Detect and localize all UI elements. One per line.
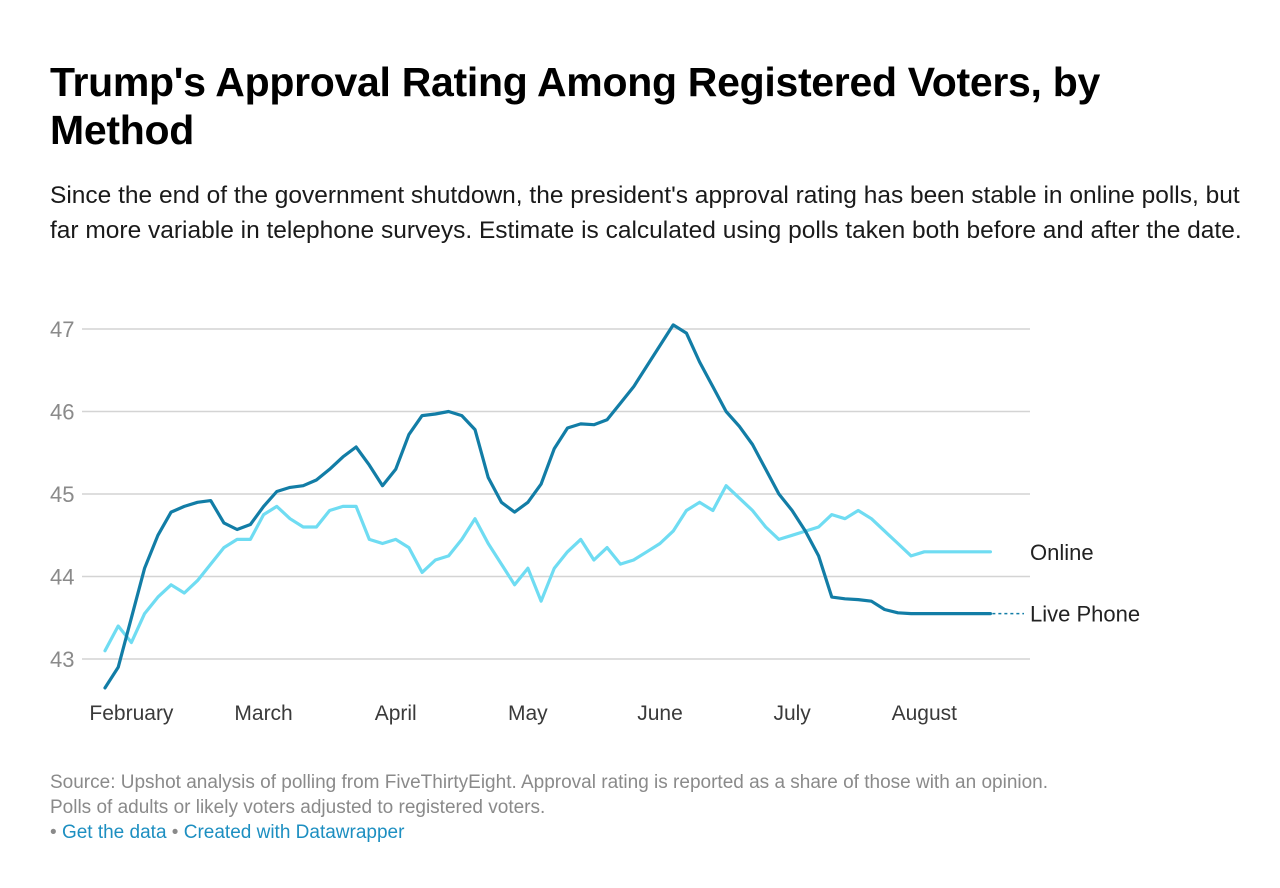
series-line-online: [103, 484, 992, 653]
y-axis-ticks: 43 44 45 46 47: [50, 317, 74, 672]
bullet-separator: •: [171, 822, 179, 843]
created-with-datawrapper-link[interactable]: Created with Datawrapper: [183, 822, 405, 843]
chart-title: Trump's Approval Rating Among Registered…: [50, 59, 1100, 153]
get-the-data-link[interactable]: Get the data: [61, 822, 167, 843]
series-labels: Live Phone Online: [992, 540, 1140, 627]
gridlines: [82, 328, 1030, 660]
x-tick-label: June: [637, 702, 683, 725]
series-line-live-phone: [103, 323, 992, 690]
x-tick-label: August: [892, 702, 958, 725]
source-note-line-2: Polls of adults or likely voters adjuste…: [50, 797, 546, 818]
y-tick-label: 44: [50, 565, 74, 590]
source-notes: Source: Upshot analysis of polling from …: [50, 770, 1250, 820]
y-tick-label: 45: [50, 482, 74, 507]
x-tick-label: July: [773, 702, 811, 725]
x-tick-label: May: [508, 702, 548, 725]
chart-subtitle: Since the end of the government shutdown…: [50, 182, 1242, 244]
bullet-separator: •: [50, 822, 57, 843]
x-tick-label: February: [89, 702, 174, 725]
source-note-line-1: Source: Upshot analysis of polling from …: [50, 772, 1049, 793]
series-lines: [103, 323, 992, 690]
x-tick-label: March: [234, 702, 292, 725]
x-axis-ticks: February March April May June July August: [89, 702, 957, 725]
y-tick-label: 46: [50, 400, 74, 425]
footer-links: • Get the data • Created with Datawrappe…: [50, 822, 404, 844]
y-tick-label: 47: [50, 317, 74, 342]
series-label-online: Online: [1030, 540, 1094, 565]
series-label-live-phone: Live Phone: [1030, 602, 1140, 627]
y-tick-label: 43: [50, 647, 74, 672]
x-tick-label: April: [375, 702, 417, 725]
